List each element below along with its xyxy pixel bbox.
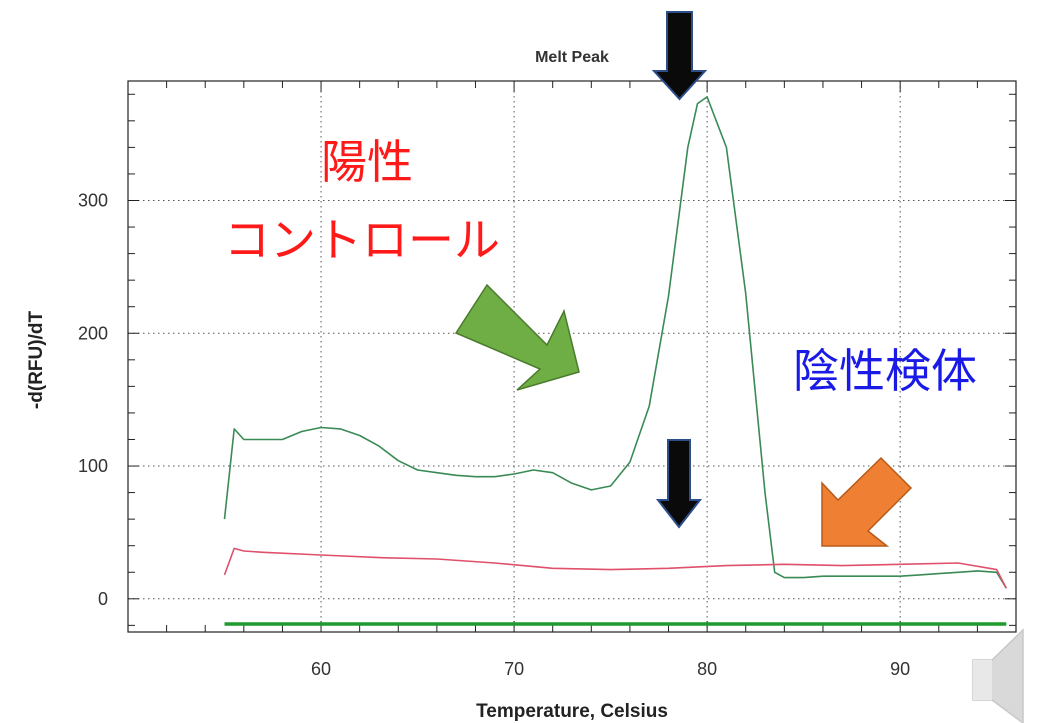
y-tick-label: 100 xyxy=(78,456,108,476)
x-tick-label: 80 xyxy=(697,659,717,679)
y-tick-label: 0 xyxy=(98,589,108,609)
y-axis-label: -d(RFU)/dT xyxy=(26,311,47,410)
speaker-icon[interactable] xyxy=(972,628,1024,723)
positive-control-label-line1: 陽性 xyxy=(321,135,413,189)
x-tick-label: 70 xyxy=(504,659,524,679)
axis-ticks: 60 70 80 90 0 100 200 300 xyxy=(78,81,1017,679)
orange-pointer-arrow-icon xyxy=(821,456,913,547)
chart-title: Melt Peak xyxy=(535,49,609,66)
series-lines xyxy=(223,96,1008,626)
peak-down-arrow-icon xyxy=(651,11,708,101)
series-line-negative xyxy=(223,547,1008,589)
x-tick-label: 90 xyxy=(890,659,910,679)
series-line-positive xyxy=(223,96,1007,589)
y-tick-label: 300 xyxy=(78,190,108,210)
green-pointer-arrow-icon xyxy=(454,283,580,391)
baseline-down-arrow-icon xyxy=(655,439,703,529)
positive-control-label-line2: コントロール xyxy=(224,213,500,267)
negative-sample-label: 陰性検体 xyxy=(793,344,977,398)
x-axis-label: Temperature, Celsius xyxy=(476,701,668,722)
x-tick-label: 60 xyxy=(311,659,331,679)
y-tick-label: 200 xyxy=(78,323,108,343)
